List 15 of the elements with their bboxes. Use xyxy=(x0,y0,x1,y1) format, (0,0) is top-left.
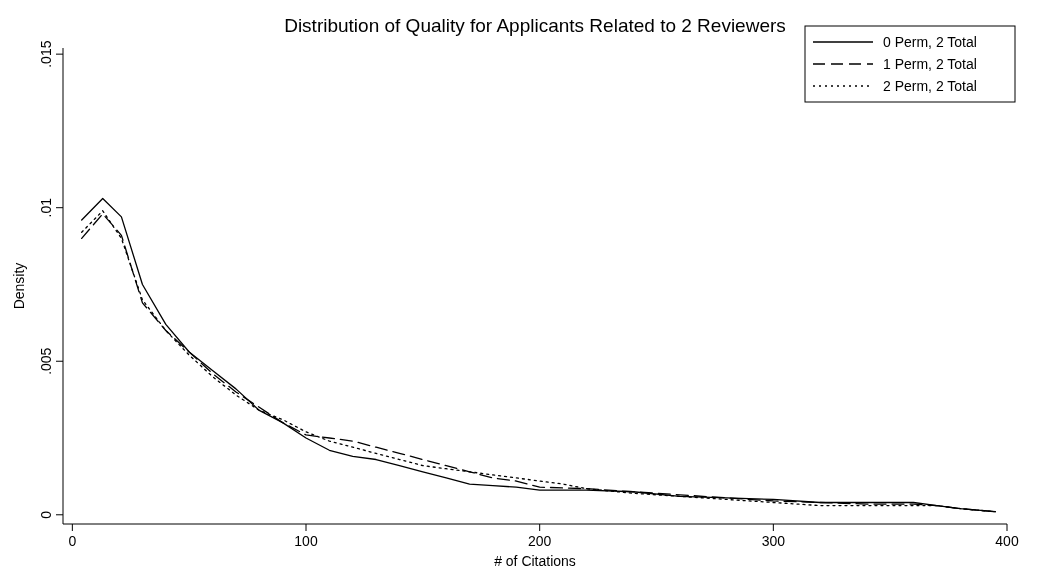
y-tick-label: .015 xyxy=(38,40,54,68)
y-tick-label: .01 xyxy=(38,197,54,218)
x-tick-label: 200 xyxy=(527,533,552,549)
x-axis-title: # of Citations xyxy=(494,553,576,569)
legend-label: 0 Perm, 2 Total xyxy=(883,34,977,50)
y-tick-label: .005 xyxy=(38,347,54,375)
legend-label: 1 Perm, 2 Total xyxy=(883,56,977,72)
y-axis-title: Density xyxy=(11,262,27,310)
x-tick-label: 0 xyxy=(68,533,77,549)
x-tick-label: 400 xyxy=(995,533,1019,549)
x-tick-label: 300 xyxy=(761,533,786,549)
legend-label: 2 Perm, 2 Total xyxy=(883,78,977,94)
y-tick-label: 0 xyxy=(38,510,54,519)
chart-title: Distribution of Quality for Applicants Related to 2 Reviewers xyxy=(284,15,786,36)
x-tick-label: 100 xyxy=(294,533,318,549)
